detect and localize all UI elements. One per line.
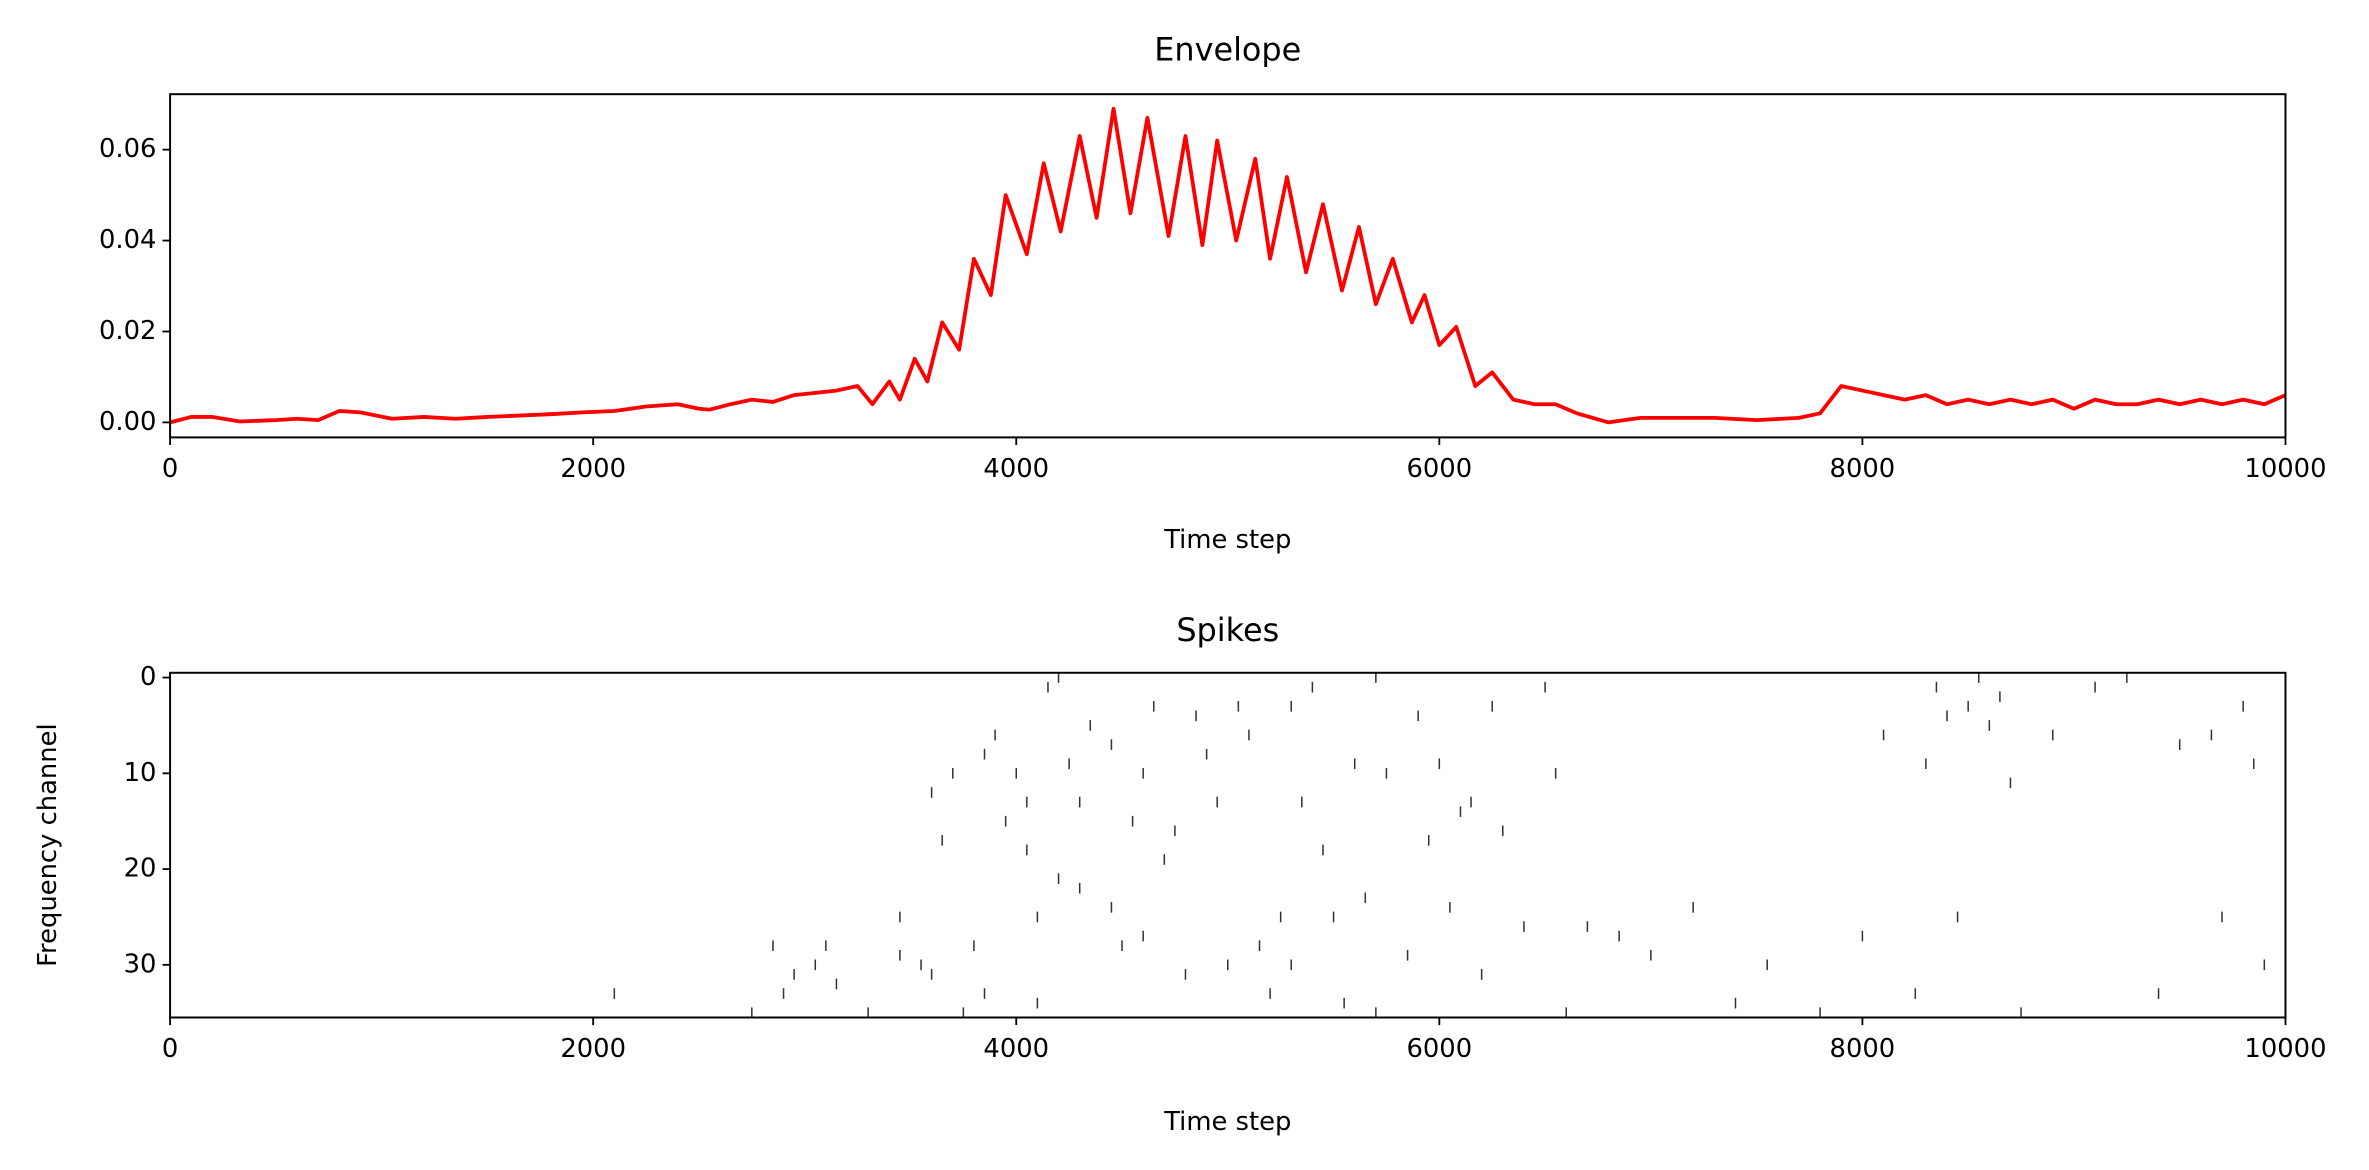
x-tick-label: 4000: [983, 454, 1049, 484]
x-tick-label: 10000: [2244, 454, 2326, 484]
y-tick-label: 0.04: [99, 225, 156, 255]
y-tick-label: 0: [140, 662, 156, 692]
x-tick-label: 0: [162, 1034, 178, 1064]
y-tick-label: 30: [124, 949, 157, 979]
x-tick-label: 2000: [560, 1034, 626, 1064]
x-tick-label: 10000: [2244, 1034, 2326, 1064]
y-tick-label: 10: [124, 758, 157, 788]
x-tick-label: 6000: [1406, 454, 1472, 484]
y-tick-label: 0.02: [99, 316, 156, 346]
y-tick-label: 20: [124, 854, 157, 884]
x-tick-label: 8000: [1830, 454, 1896, 484]
x-tick-label: 0: [162, 454, 178, 484]
x-tick-label: 8000: [1830, 1034, 1896, 1064]
y-axis-label: Frequency channel: [33, 723, 63, 967]
x-axis-label: Time step: [1163, 525, 1291, 555]
x-axis-label: Time step: [1163, 1107, 1291, 1137]
x-tick-label: 4000: [983, 1034, 1049, 1064]
axes-frame: [169, 671, 2287, 1019]
x-tick-label: 2000: [560, 454, 626, 484]
axes-frame: [169, 93, 2287, 439]
chart-title: Spikes: [1176, 611, 1279, 649]
envelope-line: [169, 106, 2287, 425]
y-tick-label: 0.06: [99, 134, 156, 164]
x-tick-label: 6000: [1406, 1034, 1472, 1064]
y-tick-label: 0.00: [99, 407, 156, 437]
chart-title: Envelope: [1154, 31, 1301, 69]
